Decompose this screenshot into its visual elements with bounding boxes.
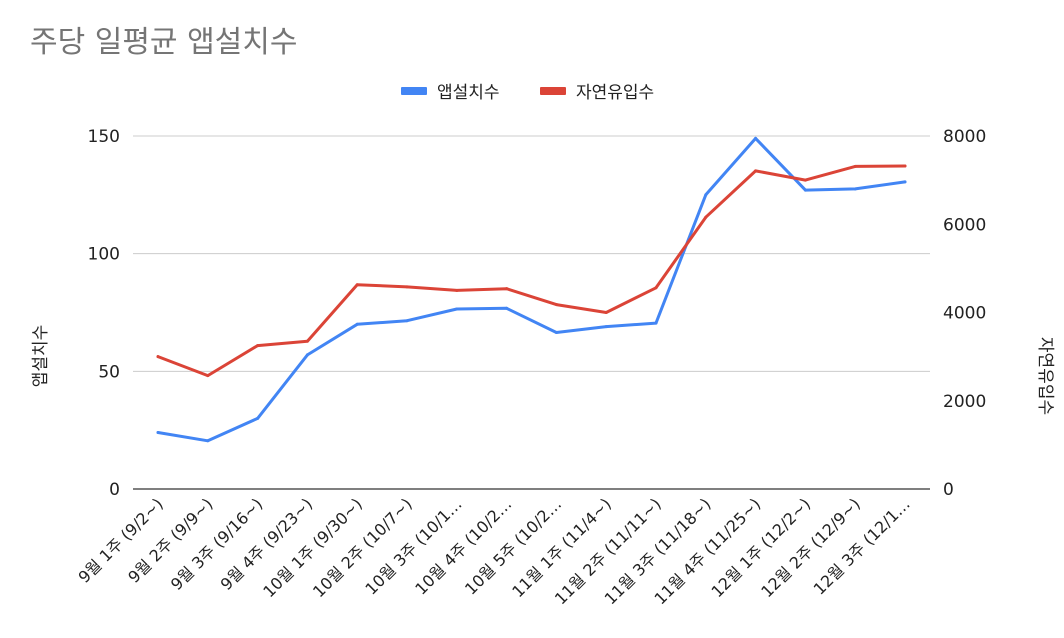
data-point (206, 374, 210, 378)
data-point (505, 287, 509, 291)
gridlines (133, 135, 930, 490)
chart-title: 주당 일평균 앱설치수 (30, 25, 297, 60)
data-point (156, 431, 160, 435)
right-tick-label: 6000 (943, 215, 986, 235)
x-tick-label: 9월 1주 (9/2~) (74, 494, 166, 586)
data-point (654, 286, 658, 290)
legend-label-app-installs: 앱설치수 (437, 83, 500, 103)
right-tick-label: 4000 (943, 304, 986, 324)
data-point (256, 344, 260, 348)
data-point (405, 319, 409, 323)
data-point (554, 331, 558, 335)
left-tick-label: 150 (88, 127, 120, 147)
legend-label-organic-inflow: 자연유입수 (576, 83, 654, 103)
right-axis-title: 자연유입수 (1035, 337, 1055, 415)
left-tick-label: 50 (98, 362, 120, 382)
series-lines (156, 136, 907, 443)
data-point (206, 439, 210, 443)
data-point (604, 325, 608, 329)
data-point (405, 285, 409, 289)
data-point (803, 178, 807, 182)
data-point (853, 164, 857, 168)
right-tick-label: 2000 (943, 392, 986, 412)
x-tick-label: 9월 2주 (9/9~) (124, 494, 216, 586)
data-point (754, 169, 758, 173)
data-point (754, 136, 758, 140)
data-point (355, 283, 359, 287)
right-axis-ticks: 0 2000 4000 6000 8000 (943, 127, 986, 500)
data-point (305, 353, 309, 357)
data-point (256, 416, 260, 420)
data-point (156, 355, 160, 359)
data-point (355, 322, 359, 326)
x-tick-label: 9월 3주 (9/16~) (167, 494, 267, 594)
x-tick-label: 9월 4주 (9/23~) (217, 494, 317, 594)
x-axis-ticks: 9월 1주 (9/2~)9월 2주 (9/9~)9월 3주 (9/16~)9월 … (74, 494, 913, 608)
data-point (505, 306, 509, 310)
legend-swatch-app-installs (401, 87, 427, 95)
chart-legend: 앱설치수 자연유입수 (401, 83, 654, 103)
left-tick-label: 0 (109, 480, 120, 500)
data-point (704, 215, 708, 219)
left-axis-ticks: 0 50 100 150 (88, 127, 120, 500)
data-point (455, 288, 459, 292)
data-point (455, 307, 459, 311)
data-point (803, 188, 807, 192)
data-point (554, 303, 558, 307)
series-line-app-installs (156, 136, 907, 443)
data-point (604, 311, 608, 314)
left-axis-title: 앱설치수 (31, 325, 51, 388)
right-tick-label: 8000 (943, 127, 986, 147)
data-point (903, 164, 907, 168)
data-point (305, 339, 309, 343)
data-point (654, 321, 658, 325)
left-tick-label: 100 (88, 245, 120, 265)
legend-swatch-organic-inflow (540, 87, 566, 95)
right-tick-label: 0 (943, 480, 954, 500)
data-point (704, 193, 708, 197)
data-point (853, 187, 857, 191)
series-line-organic-inflow (156, 164, 907, 378)
data-point (903, 180, 907, 184)
